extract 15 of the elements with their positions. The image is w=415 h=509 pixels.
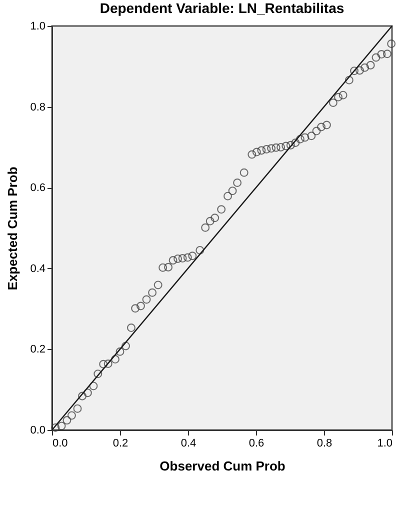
chart-title: Dependent Variable: LN_Rentabilitas	[100, 0, 344, 16]
y-tick-label: 0.6	[30, 182, 46, 194]
y-tick-label: 0.4	[30, 262, 46, 275]
y-tick-label: 1.0	[30, 20, 46, 32]
x-tick-label: 0.0	[52, 438, 68, 450]
x-tick-label: 0.4	[180, 438, 196, 450]
x-tick-label: 0.6	[248, 438, 264, 450]
x-tick-label: 0.8	[316, 438, 332, 450]
y-tick-label: 0.8	[30, 101, 46, 114]
y-tick-label: 0.2	[30, 344, 46, 356]
y-tick-label: 0.0	[30, 424, 46, 436]
x-tick-label: 1.0	[377, 438, 392, 450]
x-axis-title: Observed Cum Prob	[160, 458, 286, 474]
y-axis-title: Expected Cum Prob	[5, 166, 20, 290]
x-tick-label: 0.2	[112, 438, 128, 450]
